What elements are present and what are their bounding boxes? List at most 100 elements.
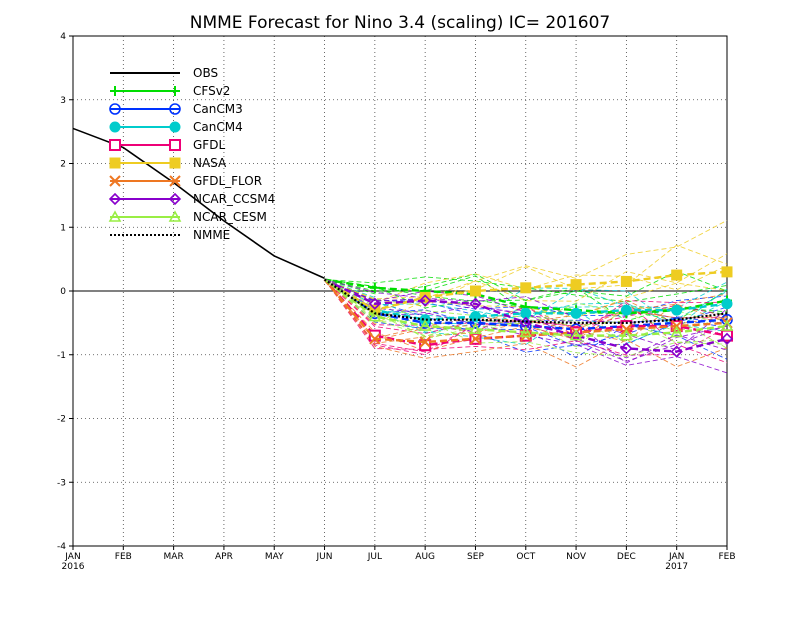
series-ncar-ccsm4	[324, 278, 734, 358]
legend-item: NCAR_CCSM4	[108, 192, 275, 206]
ensemble-line	[324, 279, 728, 345]
x-tick-label: APR	[215, 552, 233, 562]
point	[109, 121, 121, 133]
legend: OBS CFSv2 CanCM3 CanCM4 GFDL NASA GFDL_FLOR NCA…	[108, 66, 275, 242]
legend-label: CanCM4	[193, 120, 243, 134]
point	[368, 309, 382, 322]
point	[419, 294, 432, 307]
x-tick-label: MAR	[164, 552, 184, 562]
y-tick-label: 4	[60, 32, 66, 42]
y-tick-label: 3	[60, 96, 66, 106]
series-line	[323, 278, 728, 324]
point	[620, 342, 633, 355]
chart-title: NMME Forecast for Nino 3.4 (scaling) IC=…	[190, 13, 611, 33]
point	[721, 313, 733, 326]
point	[570, 307, 582, 319]
point	[108, 210, 122, 222]
point	[469, 333, 482, 345]
point	[569, 328, 583, 341]
y-tick-label: 1	[60, 223, 66, 233]
point	[109, 103, 121, 115]
legend-label: GFDL	[193, 138, 225, 152]
series-line	[323, 278, 728, 344]
point	[469, 322, 482, 335]
series-nmme	[323, 278, 728, 324]
point	[721, 266, 733, 278]
legend-label: NASA	[193, 156, 227, 170]
y-tick-label: -3	[57, 478, 66, 488]
point	[169, 175, 181, 187]
legend-item: GFDL	[109, 138, 225, 152]
point	[368, 329, 381, 342]
legend-label: CFSv2	[193, 84, 230, 98]
point	[520, 282, 532, 294]
x-tick-label: AUG	[415, 552, 435, 562]
point	[369, 333, 381, 345]
point	[469, 285, 481, 297]
point	[620, 304, 632, 316]
legend-item: CanCM3	[109, 102, 243, 116]
point	[670, 345, 683, 358]
ensemble-line	[324, 279, 728, 368]
y-tick-label: 0	[60, 287, 66, 297]
ensemble-line	[324, 279, 728, 328]
series-line	[324, 278, 728, 353]
point	[720, 319, 734, 331]
ensemble-line	[324, 270, 728, 301]
point	[519, 325, 533, 338]
legend-label: NCAR_CCSM4	[193, 192, 275, 206]
y-tick-label: -2	[57, 415, 66, 425]
ensemble-line	[324, 279, 728, 356]
series-lines	[72, 127, 734, 358]
point	[620, 275, 632, 287]
x-tick-label: MAY	[265, 552, 284, 562]
x-tick-label: OCT	[516, 552, 535, 562]
ensemble-line	[324, 265, 728, 304]
ensemble-line	[324, 219, 728, 312]
point	[108, 192, 122, 206]
x-tick-label: JUL	[367, 552, 382, 562]
x-year-label: 2016	[62, 562, 85, 572]
x-tick-label: DEC	[617, 552, 636, 562]
point	[368, 297, 381, 310]
point	[419, 336, 431, 348]
point	[169, 103, 181, 115]
point	[168, 210, 182, 222]
y-tick-label: -1	[57, 351, 66, 361]
x-tick-label: FEB	[718, 552, 735, 562]
point	[169, 139, 181, 151]
point	[109, 139, 121, 151]
ensemble-line	[324, 279, 728, 325]
legend-item: CFSv2	[110, 84, 230, 98]
ensemble-line	[324, 244, 728, 300]
point	[109, 175, 121, 187]
x-tick-label: FEB	[115, 552, 132, 562]
series-line	[323, 278, 728, 337]
legend-item: NMME	[110, 228, 230, 242]
ensemble-line	[324, 279, 728, 351]
point	[570, 279, 582, 291]
x-tick-label: SEP	[467, 552, 484, 562]
legend-item: GFDL_FLOR	[109, 174, 262, 188]
legend-item: CanCM4	[109, 120, 243, 134]
legend-label: OBS	[193, 66, 218, 80]
point	[169, 157, 181, 169]
point	[469, 297, 482, 310]
legend-label: GFDL_FLOR	[193, 174, 262, 188]
legend-item: NASA	[109, 156, 227, 170]
point	[419, 339, 432, 352]
legend-item: OBS	[110, 66, 218, 80]
legend-label: NMME	[193, 228, 230, 242]
point	[721, 298, 733, 310]
y-tick-label: 2	[60, 160, 66, 170]
x-tick-label: JUN	[316, 552, 333, 562]
x-tick-label: JAN	[668, 552, 684, 562]
ensemble-line	[324, 279, 728, 357]
point	[620, 328, 633, 341]
legend-label: CanCM3	[193, 102, 243, 116]
point	[109, 157, 121, 169]
point	[671, 304, 683, 316]
point	[671, 269, 683, 281]
